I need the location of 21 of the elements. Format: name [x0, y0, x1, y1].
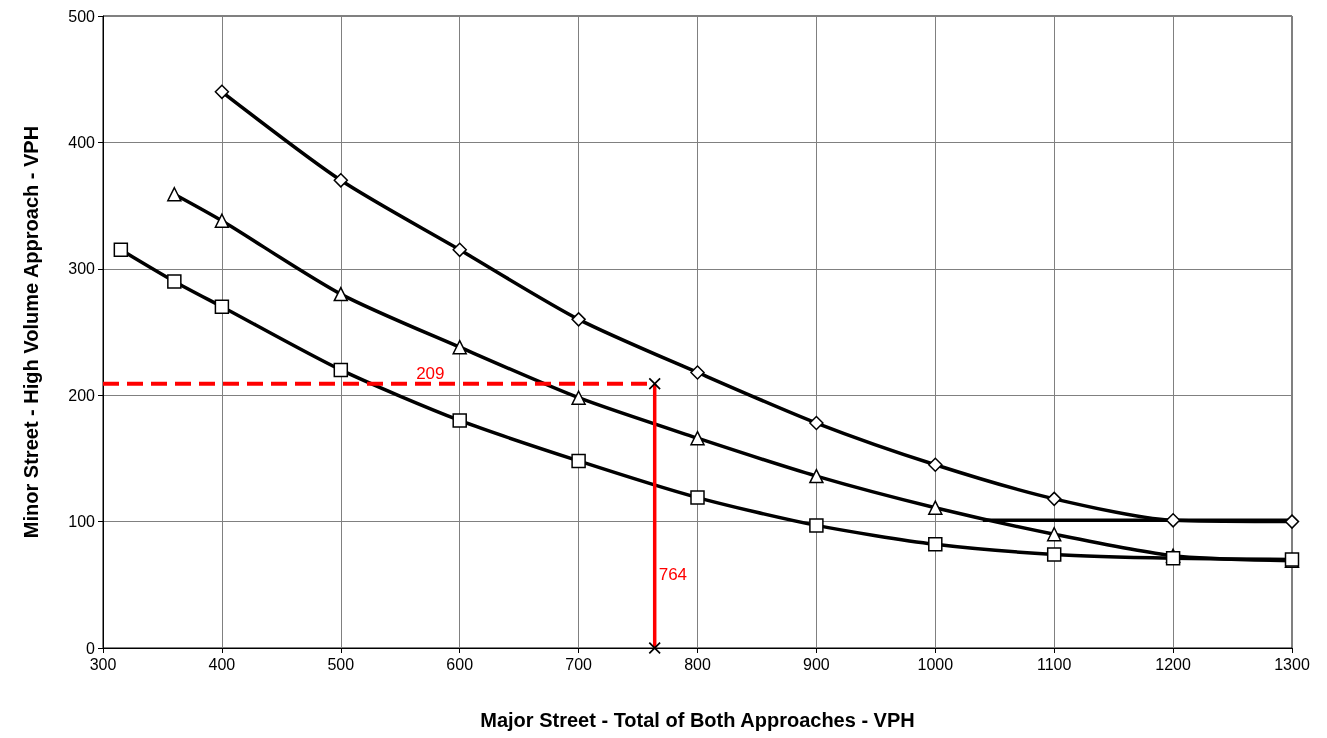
- y-tick-label: 500: [68, 7, 96, 25]
- x-tick-label: 600: [446, 655, 474, 673]
- annotation: 209: [416, 363, 445, 383]
- x-axis-title: Major Street - Total of Both Approaches - VPH: [480, 709, 915, 731]
- x-tick-label: 400: [208, 655, 236, 673]
- x-tick-label: 900: [803, 655, 830, 673]
- x-tick-label: 800: [684, 655, 711, 673]
- x-tick-label: 1300: [1274, 655, 1310, 673]
- y-tick-label: 300: [68, 260, 96, 278]
- x-tick-label: 1000: [917, 655, 954, 673]
- y-tick-label: 400: [68, 133, 96, 151]
- y-tick-label: 200: [68, 386, 96, 404]
- annotation: 764: [658, 564, 688, 584]
- x-tick-label: 1100: [1037, 655, 1072, 673]
- x-tick-label: 1200: [1155, 655, 1191, 673]
- y-axis-title: Minor Street - High Volume Approach - VPH: [20, 125, 42, 539]
- x-tick-label: 500: [327, 655, 355, 673]
- y-tick-label: 100: [68, 513, 96, 531]
- x-tick-label: 300: [89, 655, 117, 673]
- x-tick-label: 700: [565, 655, 593, 673]
- y-tick-label: 0: [86, 639, 96, 657]
